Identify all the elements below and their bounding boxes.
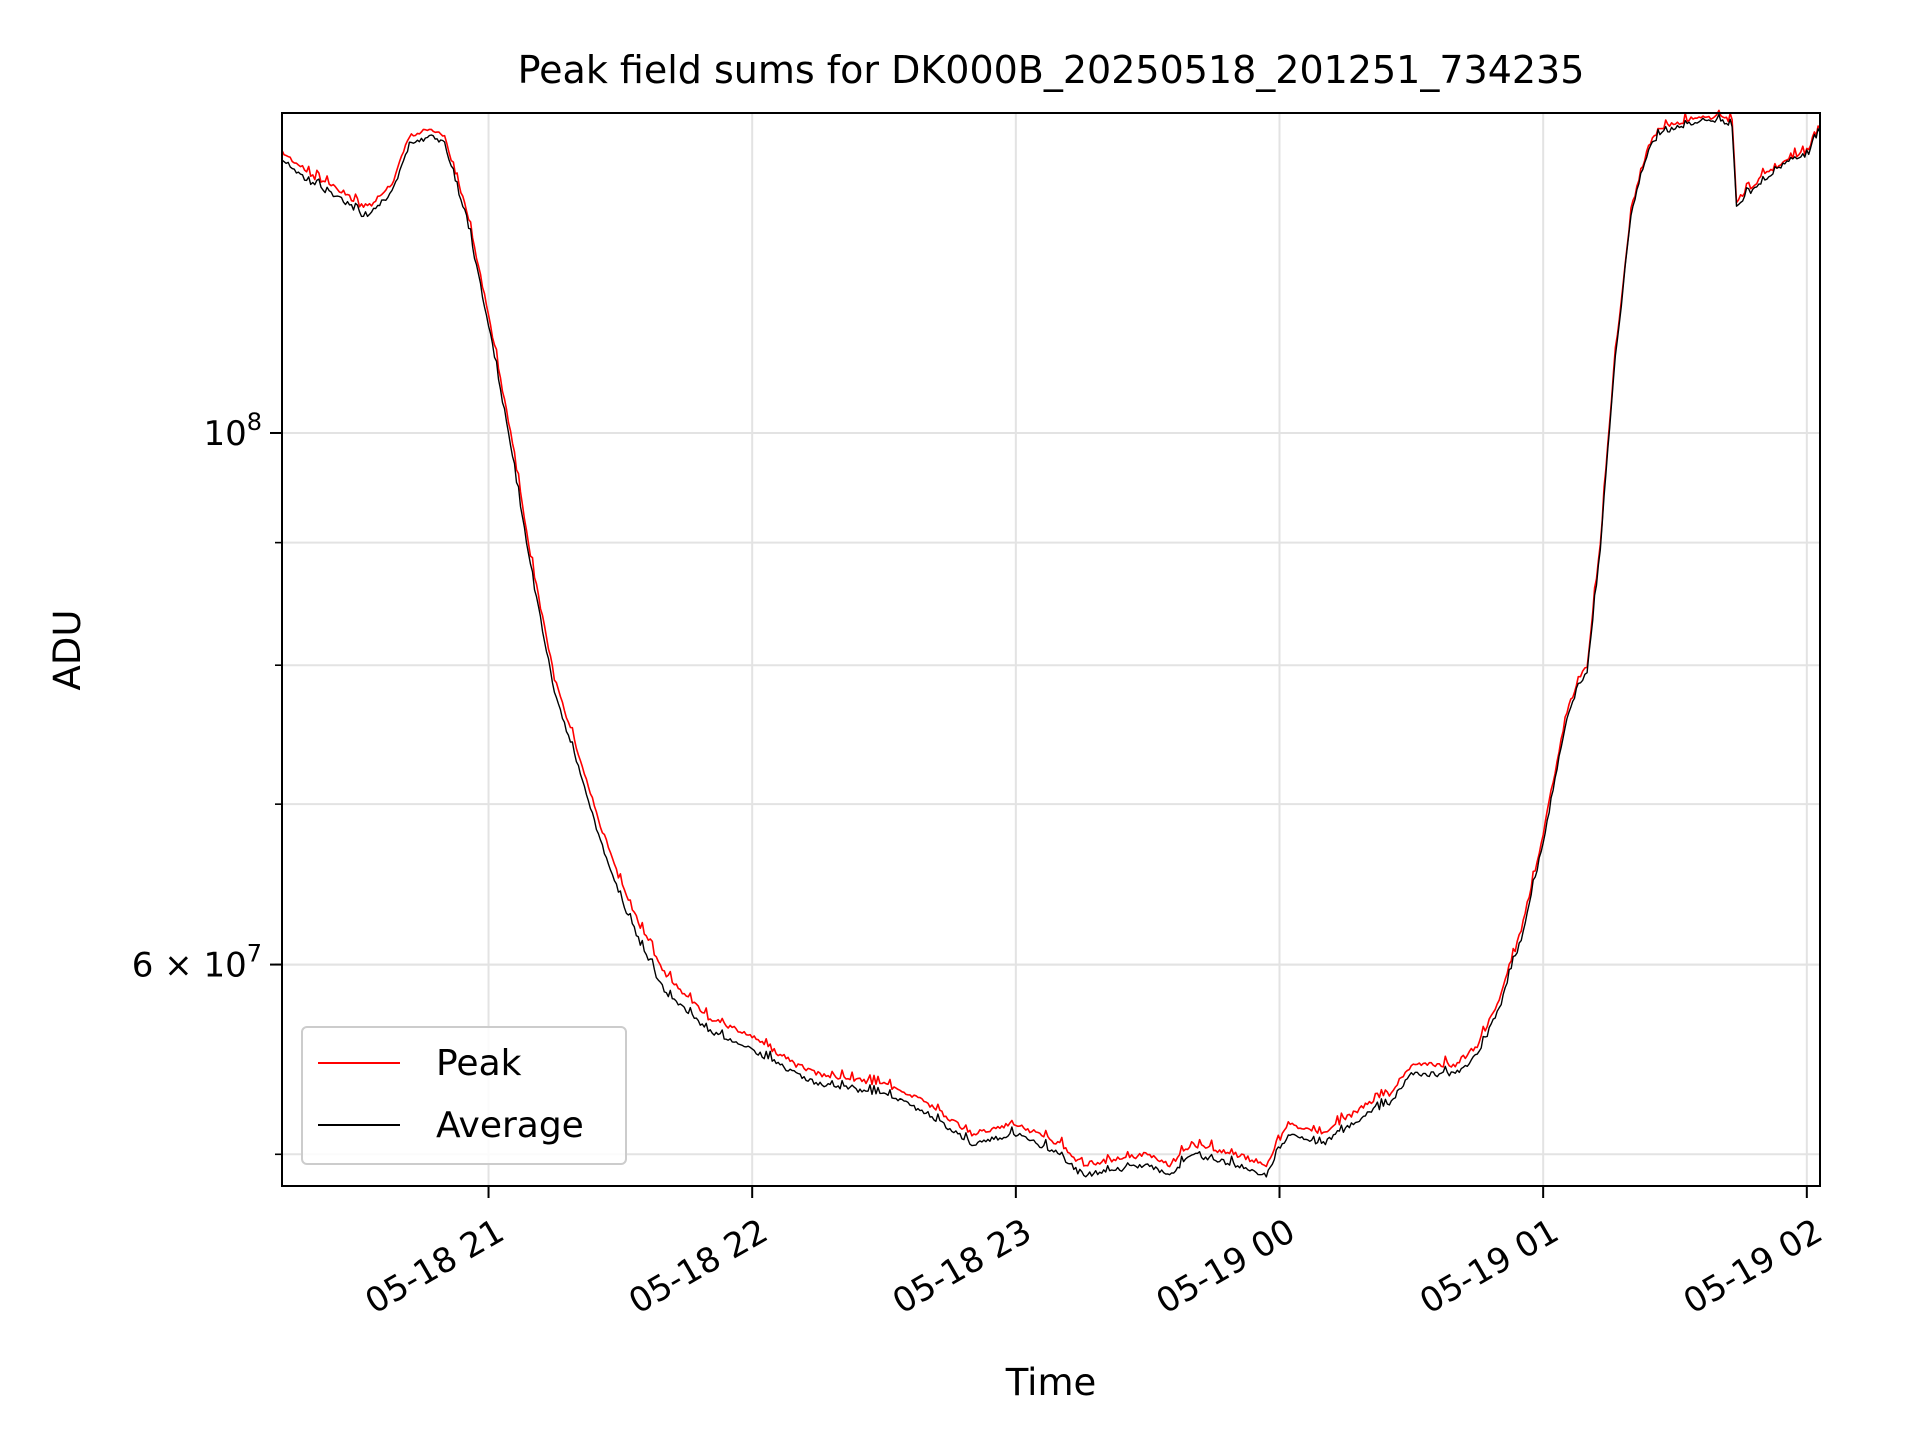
y-axis: 108 6 × 107: [132, 408, 282, 1156]
grid-layer: [282, 113, 1820, 1186]
legend-box: [301, 1026, 627, 1165]
y-axis-label: ADU: [46, 610, 89, 691]
x-axis-label: Time: [1005, 1361, 1097, 1404]
y-tick-label: 6 × 107: [132, 940, 262, 986]
legend-average-label: Average: [436, 1105, 584, 1146]
plot-area: [281, 109, 1821, 1178]
chart-title: Peak field sums for DK000B_20250518_2012…: [518, 48, 1585, 92]
legend: Peak Average: [301, 1026, 627, 1165]
series-line-average: [281, 113, 1821, 1178]
series-line-peak: [281, 109, 1821, 1168]
legend-peak-label: Peak: [436, 1043, 522, 1084]
plot-frame: [281, 112, 1821, 1187]
y-tick-label: 108: [203, 408, 262, 454]
